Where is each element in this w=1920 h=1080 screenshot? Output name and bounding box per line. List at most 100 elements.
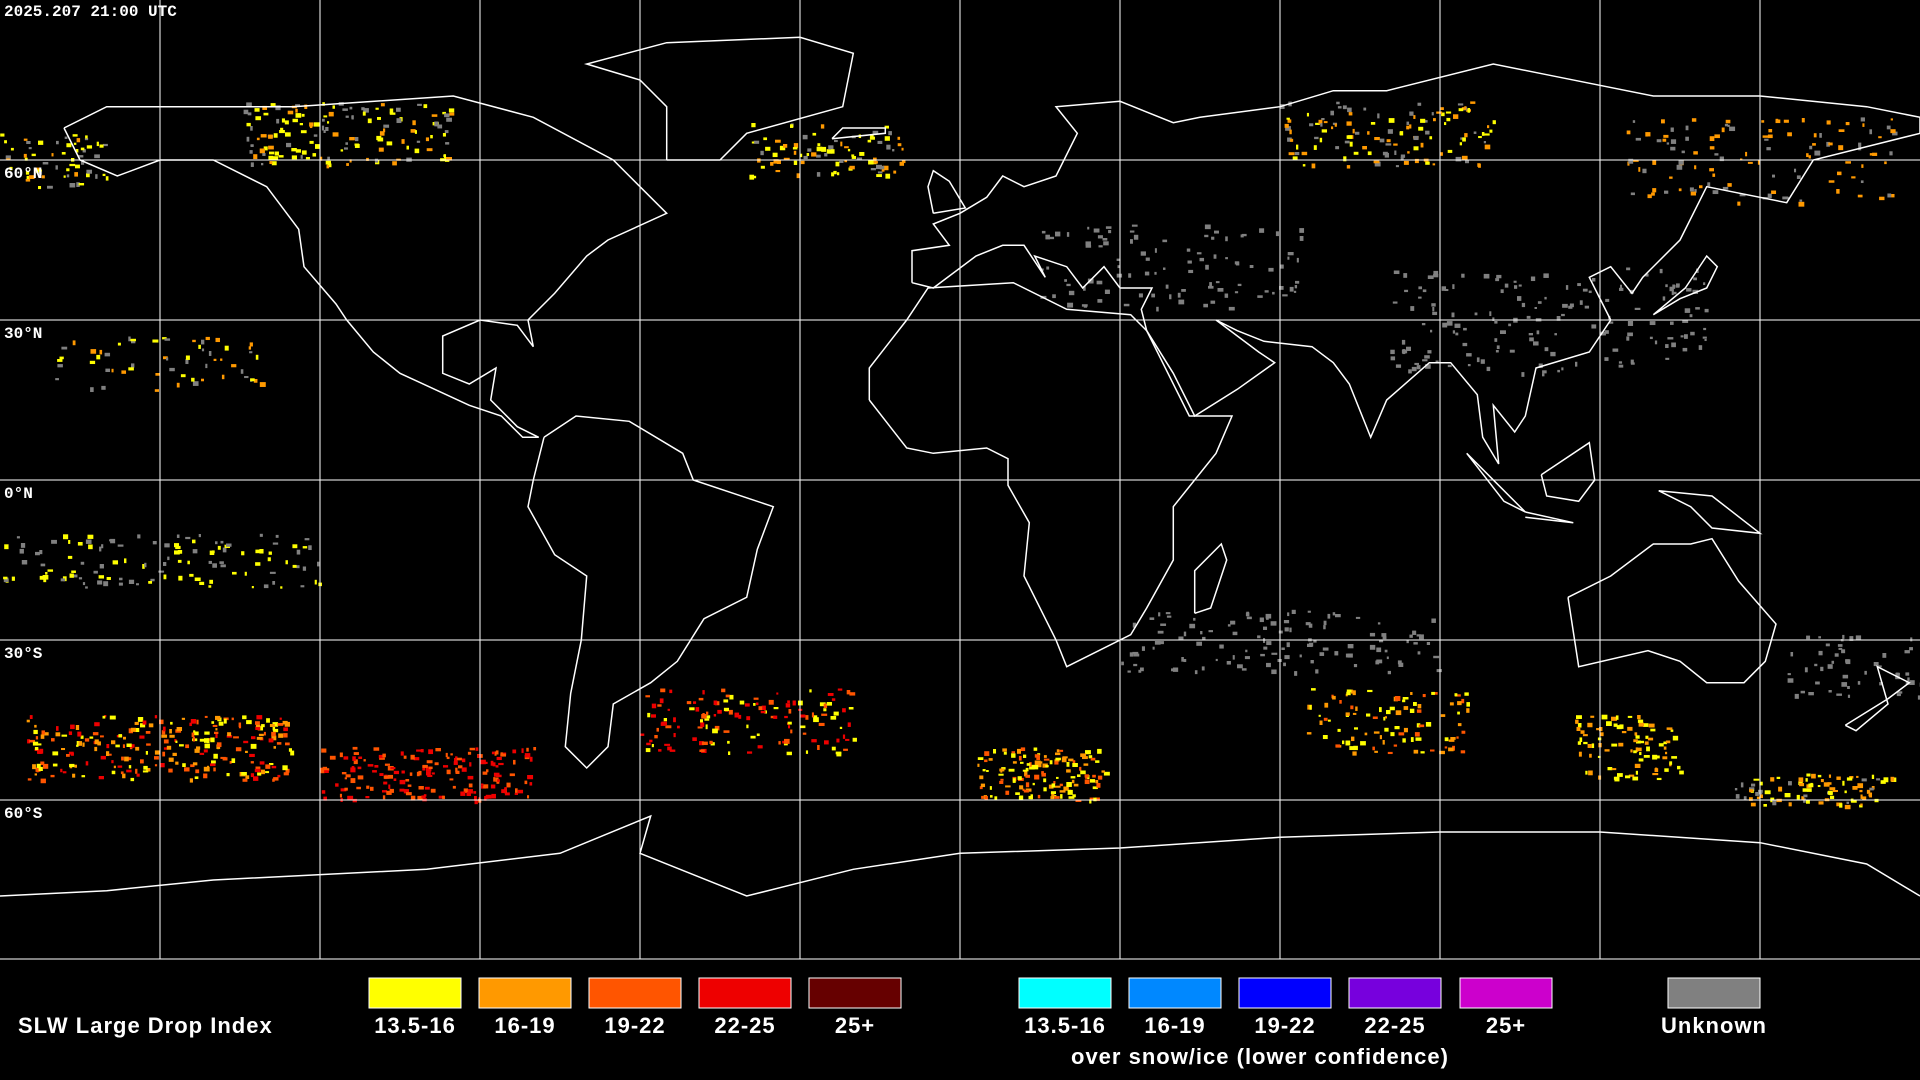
cloud-pixel [1433,118,1436,122]
cloud-pixel [524,780,528,785]
cloud-pixel [305,157,310,160]
cloud-pixel [131,341,136,344]
cloud-pixel [442,133,446,137]
cloud-pixel [272,727,276,731]
cloud-pixel [300,585,305,588]
cloud-pixel [1645,735,1649,739]
cloud-pixel [38,140,44,145]
cloud-pixel [1404,289,1409,293]
cloud-pixel [1321,118,1325,121]
cloud-pixel [154,764,158,767]
cloud-pixel [327,121,330,124]
cloud-pixel [1679,770,1684,775]
cloud-pixel [1829,791,1833,796]
cloud-pixel [500,753,506,757]
cloud-pixel [1670,321,1674,325]
cloud-pixel [1651,192,1655,196]
cloud-pixel [1600,331,1606,336]
cloud-pixel [1672,291,1677,295]
cloud-pixel [775,139,781,143]
cloud-pixel [1355,616,1361,619]
latitude-label: 60°N [4,165,42,183]
cloud-pixel [76,182,80,187]
cloud-pixel [1509,349,1515,353]
cloud-pixel [1448,739,1455,742]
cloud-pixel [273,728,279,733]
cloud-pixel [194,748,200,753]
cloud-pixel [999,780,1004,784]
cloud-pixel [1879,196,1885,201]
cloud-pixel [1891,194,1895,198]
cloud-pixel [1446,321,1453,326]
cloud-pixel [990,795,993,798]
cloud-pixel [288,748,293,752]
cloud-pixel [1288,152,1295,156]
cloud-pixel [1321,129,1328,133]
cloud-pixel [1905,672,1910,676]
cloud-pixel [1048,784,1054,789]
cloud-pixel [295,149,302,153]
latitude-label: 60°S [4,805,43,823]
cloud-pixel [773,707,779,710]
cloud-pixel [1433,273,1439,278]
cloud-pixel [1156,306,1159,312]
cloud-pixel [700,722,705,728]
cloud-pixel [981,795,984,799]
cloud-pixel [326,768,330,771]
cloud-pixel [1370,122,1376,125]
cloud-pixel [1132,651,1139,655]
cloud-pixel [1582,734,1588,737]
cloud-pixel [285,560,288,565]
cloud-pixel [1418,724,1425,728]
cloud-pixel [1097,775,1103,780]
cloud-pixel [893,170,897,174]
cloud-pixel [1762,135,1769,138]
cloud-pixel [1034,760,1041,766]
cloud-pixel [1424,355,1430,359]
cloud-pixel [377,117,382,120]
cloud-pixel [1630,749,1633,753]
legend-label: 16-19 [494,1013,555,1038]
cloud-pixel [753,703,756,706]
coastline [1567,537,1777,684]
cloud-pixel [977,757,984,760]
cloud-pixel [102,173,106,177]
cloud-pixel [215,337,220,343]
cloud-pixel [1666,142,1670,145]
cloud-pixel [1299,236,1304,241]
cloud-pixel [192,339,196,343]
cloud-pixel [1625,775,1631,779]
cloud-pixel [1626,130,1631,135]
cloud-pixel [300,130,307,134]
cloud-pixel [322,118,325,122]
cloud-pixel [420,749,424,753]
cloud-pixel [1005,790,1010,795]
cloud-pixel [1123,303,1130,307]
cloud-pixel [1402,699,1406,703]
cloud-pixel [647,712,651,718]
cloud-pixel [1422,694,1426,698]
cloud-pixel [756,702,759,706]
cloud-pixel [751,123,756,128]
cloud-pixel [848,707,854,710]
cloud-pixel [255,116,262,121]
coastline [911,63,1920,465]
cloud-pixel [1465,159,1470,164]
cloud-pixel [1457,701,1462,706]
cloud-pixel [479,759,486,765]
cloud-pixel [45,572,48,575]
cloud-pixel [1085,750,1091,755]
cloud-pixel [117,342,121,346]
cloud-pixel [1414,732,1420,737]
cloud-pixel [1369,644,1376,650]
cloud-pixel [349,159,352,163]
cloud-pixel [831,149,835,154]
cloud-pixel [1332,695,1336,700]
cloud-pixel [199,752,205,755]
cloud-pixel [400,751,404,756]
cloud-pixel [1217,288,1224,292]
cloud-pixel [55,165,58,170]
cloud-pixel [1083,763,1089,766]
cloud-pixel [1803,794,1808,798]
cloud-pixel [1455,332,1459,336]
